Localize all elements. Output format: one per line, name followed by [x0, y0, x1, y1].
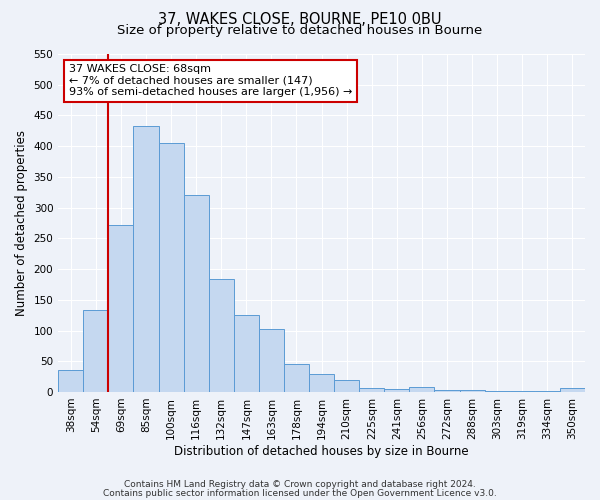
Bar [284, 364, 309, 392]
Y-axis label: Number of detached properties: Number of detached properties [15, 130, 28, 316]
Text: Contains HM Land Registry data © Crown copyright and database right 2024.: Contains HM Land Registry data © Crown c… [124, 480, 476, 489]
Text: Size of property relative to detached houses in Bourne: Size of property relative to detached ho… [118, 24, 482, 37]
Bar [158, 143, 184, 392]
Text: 37, WAKES CLOSE, BOURNE, PE10 0BU: 37, WAKES CLOSE, BOURNE, PE10 0BU [158, 12, 442, 28]
X-axis label: Distribution of detached houses by size in Bourne: Distribution of detached houses by size … [174, 444, 469, 458]
Bar [133, 126, 158, 392]
Bar [259, 328, 284, 392]
Bar [309, 374, 334, 392]
Text: Contains public sector information licensed under the Open Government Licence v3: Contains public sector information licen… [103, 488, 497, 498]
Bar [209, 279, 234, 392]
Bar [560, 388, 585, 392]
Bar [460, 390, 485, 392]
Bar [434, 390, 460, 392]
Bar [409, 387, 434, 392]
Bar [58, 370, 83, 392]
Bar [184, 194, 209, 392]
Bar [234, 315, 259, 392]
Bar [334, 380, 359, 392]
Text: 37 WAKES CLOSE: 68sqm
← 7% of detached houses are smaller (147)
93% of semi-deta: 37 WAKES CLOSE: 68sqm ← 7% of detached h… [69, 64, 352, 98]
Bar [359, 388, 385, 392]
Bar [485, 390, 510, 392]
Bar [385, 389, 409, 392]
Bar [83, 310, 109, 392]
Bar [109, 225, 133, 392]
